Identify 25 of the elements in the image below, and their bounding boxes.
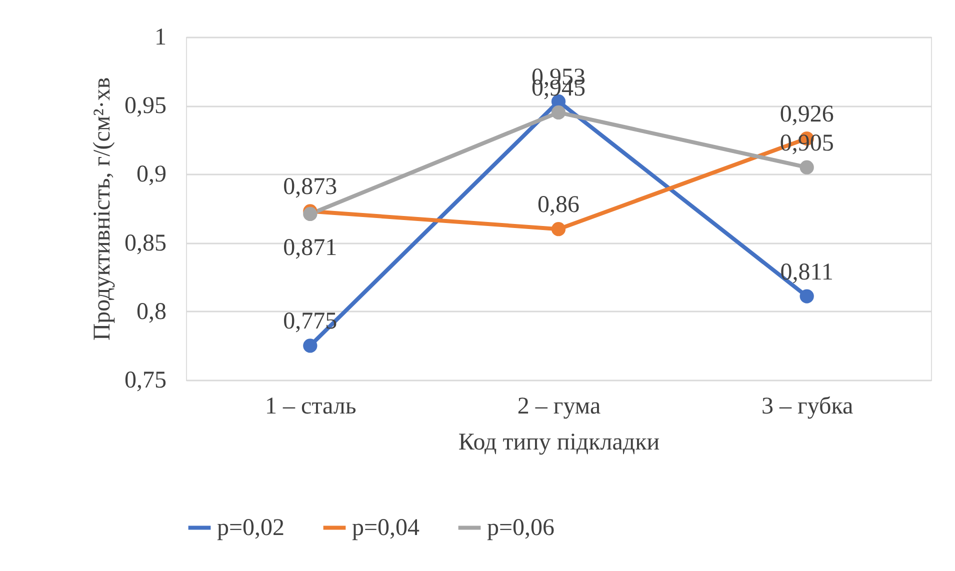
point	[303, 206, 318, 222]
y-tick-label: 0,95	[124, 93, 166, 120]
data-label: 0,86	[538, 192, 580, 218]
y-tick-label: 0,9	[136, 162, 166, 188]
y-tick-label: 0,8	[136, 298, 166, 325]
legend-label: p=0,02	[217, 514, 285, 541]
y-tick-label: 0,75	[124, 368, 166, 394]
data-label: 0,873	[283, 174, 338, 200]
data-label: 0,926	[780, 102, 834, 128]
y-tick-label: 0,85	[124, 230, 166, 256]
legend-label: p=0,06	[487, 514, 555, 541]
point	[800, 160, 814, 174]
y-axis-title: Продуктивність, г/(см²·хв	[90, 77, 116, 341]
x-axis-title: Код типу підкладки	[458, 430, 660, 456]
point	[551, 105, 566, 120]
x-tick-label: 2 – гума	[517, 394, 601, 420]
point	[551, 222, 566, 236]
x-tick-label: 3 – губка	[761, 394, 854, 420]
legend-label: p=0,04	[352, 514, 420, 541]
point	[800, 289, 814, 304]
point	[303, 338, 318, 353]
x-tick-label: 1 – сталь	[265, 394, 356, 420]
y-tick-label: 1	[154, 24, 166, 50]
data-label: 0,871	[283, 234, 338, 261]
data-label: 0,811	[780, 259, 834, 286]
